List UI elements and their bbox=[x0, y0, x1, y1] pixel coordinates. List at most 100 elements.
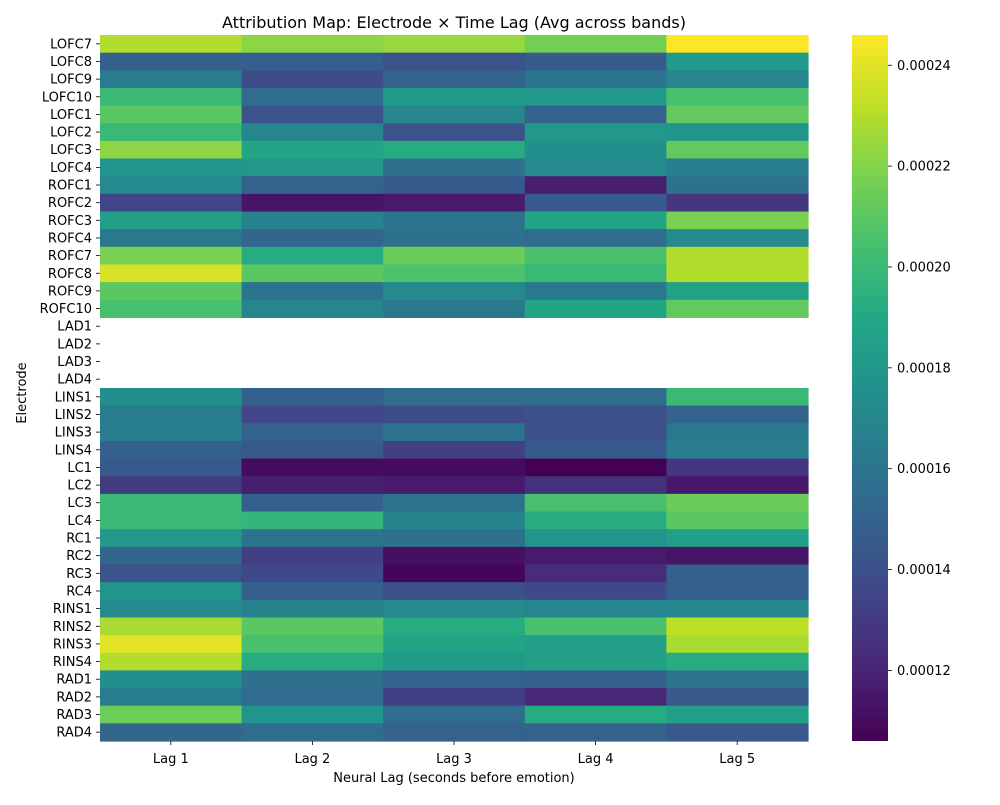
heatmap-cell bbox=[666, 493, 809, 513]
heatmap-cell bbox=[100, 635, 243, 654]
heatmap-cell bbox=[241, 388, 384, 407]
y-tick-label: RINS1 bbox=[53, 602, 92, 617]
heatmap-cell bbox=[100, 52, 243, 71]
heatmap-cell bbox=[383, 211, 526, 230]
heatmap-cell bbox=[241, 493, 384, 513]
heatmap-cell bbox=[100, 299, 243, 318]
y-tick-label: LC4 bbox=[67, 514, 92, 529]
heatmap-cell bbox=[666, 388, 809, 407]
heatmap-cell bbox=[100, 264, 243, 283]
heatmap-cell bbox=[666, 705, 809, 724]
x-tick-label: Lag 2 bbox=[294, 752, 330, 767]
heatmap-cell bbox=[100, 405, 243, 424]
heatmap-cell bbox=[383, 688, 526, 707]
heatmap-cell bbox=[241, 299, 384, 318]
colorbar-tick-label: 0.00022 bbox=[897, 160, 951, 175]
colorbar: 0.00012 0.00014 0.00016 0.00018 0.00020 0.000… bbox=[852, 35, 951, 741]
heatmap-cell bbox=[100, 123, 243, 142]
heatmap-cell bbox=[383, 282, 526, 301]
heatmap-cell bbox=[241, 105, 384, 124]
heatmap-cell bbox=[524, 652, 667, 671]
heatmap-cell bbox=[524, 723, 667, 742]
y-tick-label: LOFC2 bbox=[50, 126, 92, 141]
heatmap-cell bbox=[241, 158, 384, 177]
heatmap-cell bbox=[241, 564, 384, 583]
heatmap-cell bbox=[666, 52, 809, 71]
heatmap-cell bbox=[666, 193, 809, 213]
heatmap-cell bbox=[241, 229, 384, 248]
heatmap-cell bbox=[524, 670, 667, 689]
heatmap-cell bbox=[100, 87, 243, 107]
y-tick-label: RC3 bbox=[66, 567, 92, 582]
heatmap-cell bbox=[241, 123, 384, 142]
heatmap-cell bbox=[383, 70, 526, 89]
heatmap-cell bbox=[524, 282, 667, 301]
heatmap-cell bbox=[524, 211, 667, 230]
y-tick-label: RAD2 bbox=[56, 690, 92, 705]
heatmap-cell bbox=[241, 599, 384, 619]
heatmap-cell bbox=[241, 652, 384, 671]
heatmap-cell bbox=[100, 158, 243, 177]
y-tick-label: LOFC9 bbox=[50, 73, 92, 88]
heatmap-cell bbox=[524, 158, 667, 177]
colorbar-tick-label: 0.00020 bbox=[897, 260, 951, 275]
heatmap-cell bbox=[666, 264, 809, 283]
heatmap-cell bbox=[383, 511, 526, 530]
heatmap-cell bbox=[666, 529, 809, 548]
heatmap-cell bbox=[100, 511, 243, 530]
colorbar-tick-label: 0.00014 bbox=[897, 563, 951, 578]
heatmap-cell bbox=[383, 229, 526, 248]
y-tick-label: RC2 bbox=[66, 549, 92, 564]
heatmap-cell bbox=[524, 299, 667, 318]
heatmap-cell bbox=[666, 87, 809, 107]
heatmap-cell bbox=[666, 229, 809, 248]
heatmap-cell bbox=[666, 123, 809, 142]
heatmap-cell bbox=[666, 246, 809, 266]
heatmap-cell bbox=[666, 511, 809, 530]
y-tick-label: LOFC7 bbox=[50, 37, 92, 52]
heatmap-cell bbox=[383, 582, 526, 601]
y-tick-label: LINS4 bbox=[55, 443, 92, 458]
heatmap-cell bbox=[100, 688, 243, 707]
heatmap-cell bbox=[241, 246, 384, 266]
heatmap-cell bbox=[100, 176, 243, 195]
heatmap-cell bbox=[524, 511, 667, 530]
heatmap-cell bbox=[100, 229, 243, 248]
heatmap-cell bbox=[100, 140, 243, 160]
heatmap-cell bbox=[524, 193, 667, 213]
heatmap-cell bbox=[383, 52, 526, 71]
heatmap-cell bbox=[524, 423, 667, 442]
colorbar-gradient bbox=[852, 35, 888, 741]
heatmap-cell bbox=[241, 211, 384, 230]
heatmap-cells bbox=[100, 35, 809, 742]
heatmap-cell bbox=[666, 140, 809, 160]
heatmap-cell bbox=[666, 688, 809, 707]
heatmap-cell bbox=[100, 582, 243, 601]
heatmap-cell bbox=[666, 476, 809, 495]
heatmap-cell bbox=[383, 458, 526, 477]
heatmap-cell bbox=[100, 652, 243, 671]
heatmap-cell bbox=[100, 423, 243, 442]
heatmap-cell bbox=[524, 264, 667, 283]
heatmap-cell bbox=[383, 388, 526, 407]
heatmap-cell bbox=[666, 723, 809, 742]
colorbar-tick-label: 0.00024 bbox=[897, 59, 951, 74]
y-tick-label: ROFC7 bbox=[48, 249, 92, 264]
y-tick-label: LINS3 bbox=[55, 426, 92, 441]
heatmap-cell bbox=[383, 35, 526, 54]
heatmap-cell bbox=[666, 211, 809, 230]
heatmap-cell bbox=[524, 140, 667, 160]
y-tick-label: LOFC8 bbox=[50, 55, 92, 70]
y-tick-label: LAD3 bbox=[57, 355, 92, 370]
y-tick-label: RAD1 bbox=[56, 673, 92, 688]
heatmap-cell bbox=[524, 635, 667, 654]
heatmap-cell bbox=[241, 440, 384, 460]
chart-title: Attribution Map: Electrode × Time Lag (A… bbox=[222, 13, 686, 32]
heatmap-cell bbox=[241, 705, 384, 724]
y-tick-label: LINS1 bbox=[55, 390, 92, 405]
y-tick-label: RAD3 bbox=[56, 708, 92, 723]
heatmap-cell bbox=[524, 705, 667, 724]
heatmap-cell bbox=[100, 617, 243, 636]
y-tick-label: LOFC10 bbox=[42, 90, 92, 105]
